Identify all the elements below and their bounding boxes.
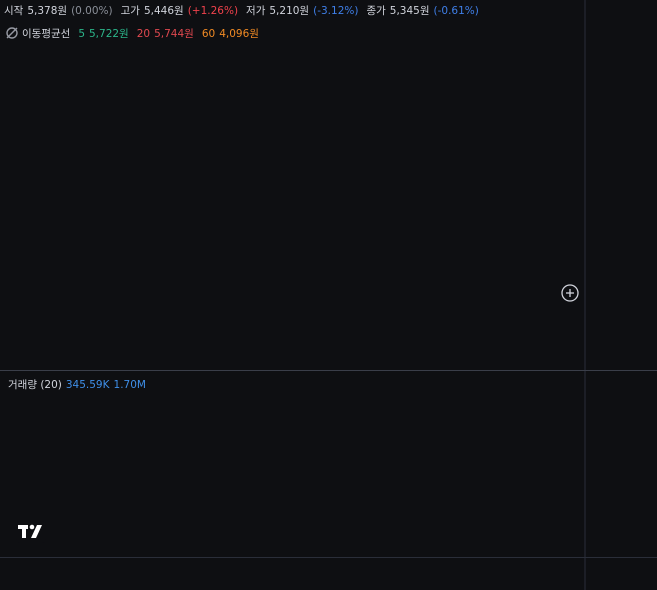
ohlc-change: (-0.61%) — [433, 4, 479, 17]
ohlc-value: 5,446원 — [143, 5, 184, 17]
ohlc-label: 저가 — [246, 5, 266, 17]
ohlc-label: 종가 — [366, 5, 386, 17]
volume-legend-value: 345.59K — [65, 378, 110, 391]
ohlc-change: (-3.12%) — [313, 4, 359, 17]
ma-period: 60 — [201, 27, 216, 40]
ma-period: 20 — [136, 27, 151, 40]
ma-value: 5,722원 — [89, 28, 129, 40]
volume-legend: 거래량 (20) 345.59K 1.70M — [8, 377, 146, 392]
ohlc-legend: 시작 5,378원 (0.00%) 고가 5,446원 (+1.26%) 저가 5,210원(… — [4, 3, 479, 18]
ohlc-value: 5,345원 — [389, 5, 430, 17]
ma-value: 4,096원 — [219, 28, 259, 40]
indicator-icon — [6, 27, 18, 39]
ohlc-change: (0.00%) — [71, 4, 113, 17]
ohlc-label: 고가 — [120, 5, 140, 17]
ohlc-change: (+1.26%) — [187, 4, 239, 17]
ma-period: 5 — [78, 27, 85, 40]
ma-legend: 이동평균선 5 5,722원 20 5,744원 60 4,096원 — [22, 26, 259, 41]
volume-title: 거래량 (20) — [8, 379, 62, 391]
add-alert-button[interactable] — [561, 284, 579, 302]
ohlc-label: 시작 — [4, 5, 24, 17]
ma-title: 이동평균선 — [22, 28, 71, 40]
ohlc-value: 5,210원 — [269, 5, 310, 17]
volume-legend-value: 1.70M — [113, 378, 146, 391]
ma-value: 5,744원 — [154, 28, 194, 40]
ohlc-value: 5,378원 — [27, 5, 68, 17]
tradingview-logo — [16, 521, 46, 543]
